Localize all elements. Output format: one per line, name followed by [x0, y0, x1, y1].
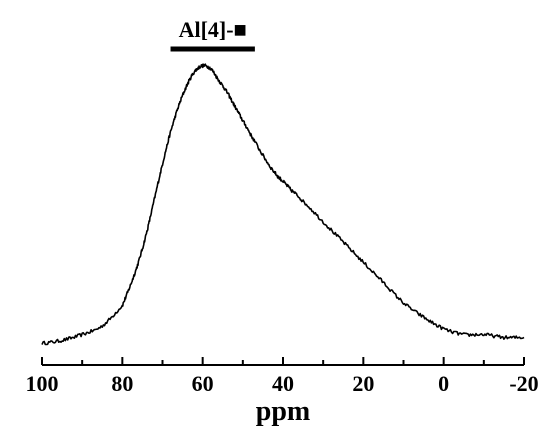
annotation: Al[4]-■: [170, 17, 255, 52]
x-tick-label: 100: [26, 371, 59, 396]
x-tick-label: 40: [272, 371, 294, 396]
series-line-0: [41, 63, 525, 346]
x-tick-label: 20: [352, 371, 374, 396]
x-axis: 100 80 60 40 20 0 -20: [26, 357, 539, 396]
x-tick-label: 0: [438, 371, 449, 396]
series-group: [41, 63, 525, 346]
x-tick-label: -20: [509, 371, 538, 396]
annotation-label: Al[4]-■: [179, 17, 247, 42]
x-tick-label: 80: [111, 371, 133, 396]
x-axis-title: ppm: [256, 396, 310, 427]
x-tick-label: 60: [192, 371, 214, 396]
